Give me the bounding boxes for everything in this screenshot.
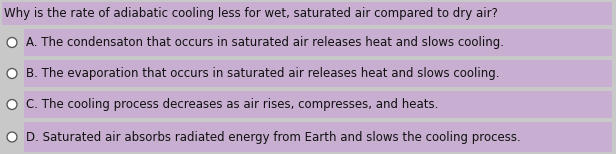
Text: C. The cooling process decreases as air rises, compresses, and heats.: C. The cooling process decreases as air … bbox=[26, 98, 439, 111]
Circle shape bbox=[7, 99, 17, 109]
Text: D. Saturated air absorbs radiated energy from Earth and slows the cooling proces: D. Saturated air absorbs radiated energy… bbox=[26, 130, 521, 144]
Text: Why is the rate of adiabatic cooling less for wet, saturated air compared to dry: Why is the rate of adiabatic cooling les… bbox=[4, 7, 498, 20]
Text: A. The condensaton that occurs in saturated air releases heat and slows cooling.: A. The condensaton that occurs in satura… bbox=[26, 36, 504, 49]
FancyBboxPatch shape bbox=[24, 91, 612, 118]
FancyBboxPatch shape bbox=[24, 122, 612, 152]
Circle shape bbox=[7, 38, 17, 47]
FancyBboxPatch shape bbox=[2, 2, 612, 25]
Circle shape bbox=[7, 69, 17, 79]
Circle shape bbox=[7, 132, 17, 142]
FancyBboxPatch shape bbox=[24, 29, 612, 56]
Text: B. The evaporation that occurs in saturated air releases heat and slows cooling.: B. The evaporation that occurs in satura… bbox=[26, 67, 500, 80]
FancyBboxPatch shape bbox=[24, 60, 612, 87]
